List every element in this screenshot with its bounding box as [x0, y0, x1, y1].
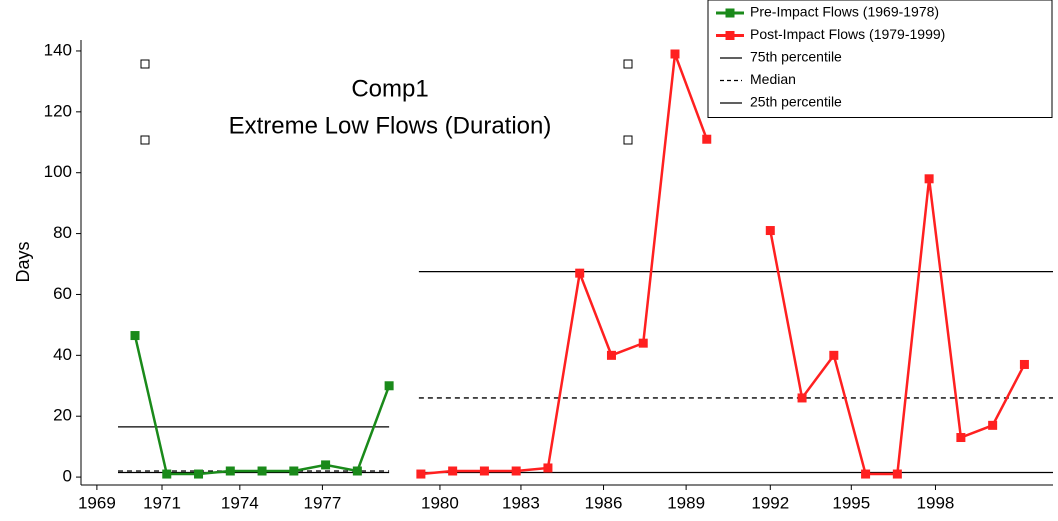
point: [670, 49, 680, 59]
legend-label: 75th percentile: [750, 49, 842, 65]
x-tick-label: 1969: [78, 493, 116, 512]
point: [321, 460, 331, 470]
point: [225, 466, 235, 476]
point: [797, 393, 807, 403]
point: [130, 331, 140, 341]
x-tick-label: 1986: [585, 493, 623, 512]
series-line: [133, 335, 391, 476]
x-tick-label: 1983: [502, 493, 540, 512]
handle: [140, 59, 150, 69]
point: [829, 350, 839, 360]
point: [892, 469, 902, 479]
point: [1019, 359, 1029, 369]
x-tick-label: 1974: [221, 493, 259, 512]
y-tick-label: 100: [44, 162, 72, 181]
handle: [623, 135, 633, 145]
legend-label: Pre-Impact Flows (1969-1978): [750, 4, 939, 20]
handle: [623, 59, 633, 69]
point: [289, 466, 299, 476]
point: [543, 463, 553, 473]
x-tick-label: 1995: [832, 493, 870, 512]
legend-box: [707, 0, 1053, 118]
point: [861, 469, 871, 479]
point: [606, 350, 616, 360]
point: [194, 469, 204, 479]
y-tick-label: 80: [53, 223, 72, 242]
legend-label: Post-Impact Flows (1979-1999): [750, 26, 945, 42]
legend-swatch: [725, 31, 735, 40]
point: [511, 466, 521, 476]
chart-title: Comp1: [351, 75, 428, 102]
chart-subtitle: Extreme Low Flows (Duration): [229, 112, 552, 139]
legend-swatch: [725, 8, 735, 18]
point: [479, 466, 489, 476]
y-tick-label: 20: [53, 406, 72, 425]
point: [924, 174, 934, 184]
x-tick-label: 1977: [303, 493, 341, 512]
x-tick-label: 1989: [667, 493, 705, 512]
y-axis-label: Days: [13, 241, 33, 282]
legend-label: Median: [750, 71, 796, 87]
y-tick-label: 0: [63, 467, 72, 486]
point: [765, 226, 775, 236]
point: [702, 134, 712, 144]
x-tick-label: 1998: [917, 493, 955, 512]
y-tick-label: 60: [53, 284, 72, 303]
x-tick-label: 1992: [751, 493, 789, 512]
handle: [140, 135, 150, 145]
point: [956, 433, 966, 443]
point: [384, 381, 394, 391]
point: [162, 469, 172, 479]
legend-label: 25th percentile: [750, 94, 842, 110]
y-tick-label: 120: [44, 101, 72, 120]
point: [448, 466, 458, 476]
x-tick-label: 1971: [143, 493, 181, 512]
point: [257, 466, 267, 476]
point: [352, 466, 362, 476]
y-tick-label: 40: [53, 345, 72, 364]
point: [638, 338, 648, 348]
y-tick-label: 140: [44, 40, 72, 59]
point: [988, 420, 998, 430]
x-tick-label: 1980: [421, 493, 459, 512]
point: [416, 469, 426, 479]
point: [575, 268, 585, 278]
